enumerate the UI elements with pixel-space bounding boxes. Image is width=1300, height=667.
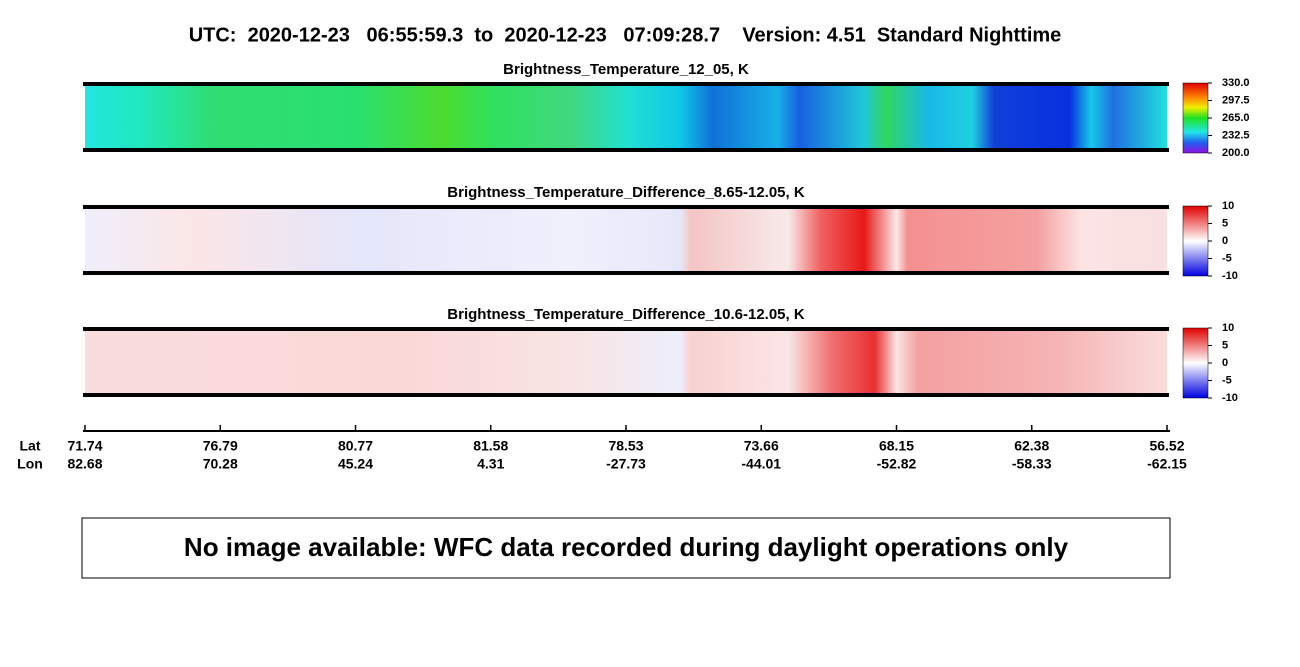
lon-label: 45.24 — [338, 456, 373, 472]
lon-label: -52.82 — [877, 456, 917, 472]
data-strip — [85, 207, 1167, 273]
colorbar-label: 5 — [1222, 339, 1228, 351]
lat-label: 81.58 — [473, 438, 508, 454]
panel-title: Brightness_Temperature_12_05, K — [503, 61, 749, 78]
colorbar-label: 265.0 — [1222, 112, 1250, 124]
axis-row-label: Lat — [20, 438, 41, 454]
lon-label: 82.68 — [67, 456, 102, 472]
lat-label: 73.66 — [744, 438, 779, 454]
lat-label: 80.77 — [338, 438, 373, 454]
colorbar — [1182, 82, 1209, 154]
lon-label: -44.01 — [741, 456, 781, 472]
message: No image available: WFC data recorded du… — [184, 532, 1069, 562]
lat-label: 68.15 — [879, 438, 914, 454]
colorbar-label: 0 — [1222, 357, 1228, 369]
colorbar-label: 10 — [1222, 200, 1234, 212]
message-box — [81, 517, 1171, 579]
colorbar-label: 330.0 — [1222, 77, 1250, 89]
colorbar-label: 5 — [1222, 217, 1228, 229]
lon-label: -58.33 — [1012, 456, 1052, 472]
axis-row-label: Lon — [17, 456, 43, 472]
page-title: UTC: 2020-12-23 06:55:59.3 to 2020-12-23… — [189, 24, 1062, 46]
colorbar-label: -10 — [1222, 392, 1238, 404]
colorbar-label: 10 — [1222, 322, 1234, 334]
data-strip — [85, 329, 1167, 395]
colorbar-label: -10 — [1222, 270, 1238, 282]
colorbar-label: 0 — [1222, 235, 1228, 247]
lat-label: 71.74 — [67, 438, 102, 454]
colorbar-label: 297.5 — [1222, 94, 1250, 106]
colorbar-label: -5 — [1222, 252, 1232, 264]
data-strip — [85, 84, 1167, 150]
lon-label: -62.15 — [1147, 456, 1187, 472]
lat-label: 78.53 — [608, 438, 643, 454]
colorbar-label: 232.5 — [1222, 129, 1250, 141]
panel-title: Brightness_Temperature_Difference_8.65-1… — [447, 184, 805, 201]
colorbar — [1182, 327, 1209, 399]
colorbar-label: -5 — [1222, 374, 1232, 386]
lon-label: 70.28 — [203, 456, 238, 472]
colorbar — [1182, 205, 1209, 277]
lon-label: -27.73 — [606, 456, 646, 472]
panel-title: Brightness_Temperature_Difference_10.6-1… — [447, 306, 805, 323]
panels: Brightness_Temperature_12_05, K 330.0 297.… — [83, 61, 1250, 404]
lat-label: 56.52 — [1149, 438, 1184, 454]
lon-label: 4.31 — [477, 456, 504, 472]
track-axis-labels: Lat Lon 71.74 82.68 76.79 70.28 80.77 45.24 81.5… — [17, 425, 1187, 472]
colorbar-label: 200.0 — [1222, 147, 1250, 159]
lat-label: 62.38 — [1014, 438, 1049, 454]
lat-label: 76.79 — [203, 438, 238, 454]
